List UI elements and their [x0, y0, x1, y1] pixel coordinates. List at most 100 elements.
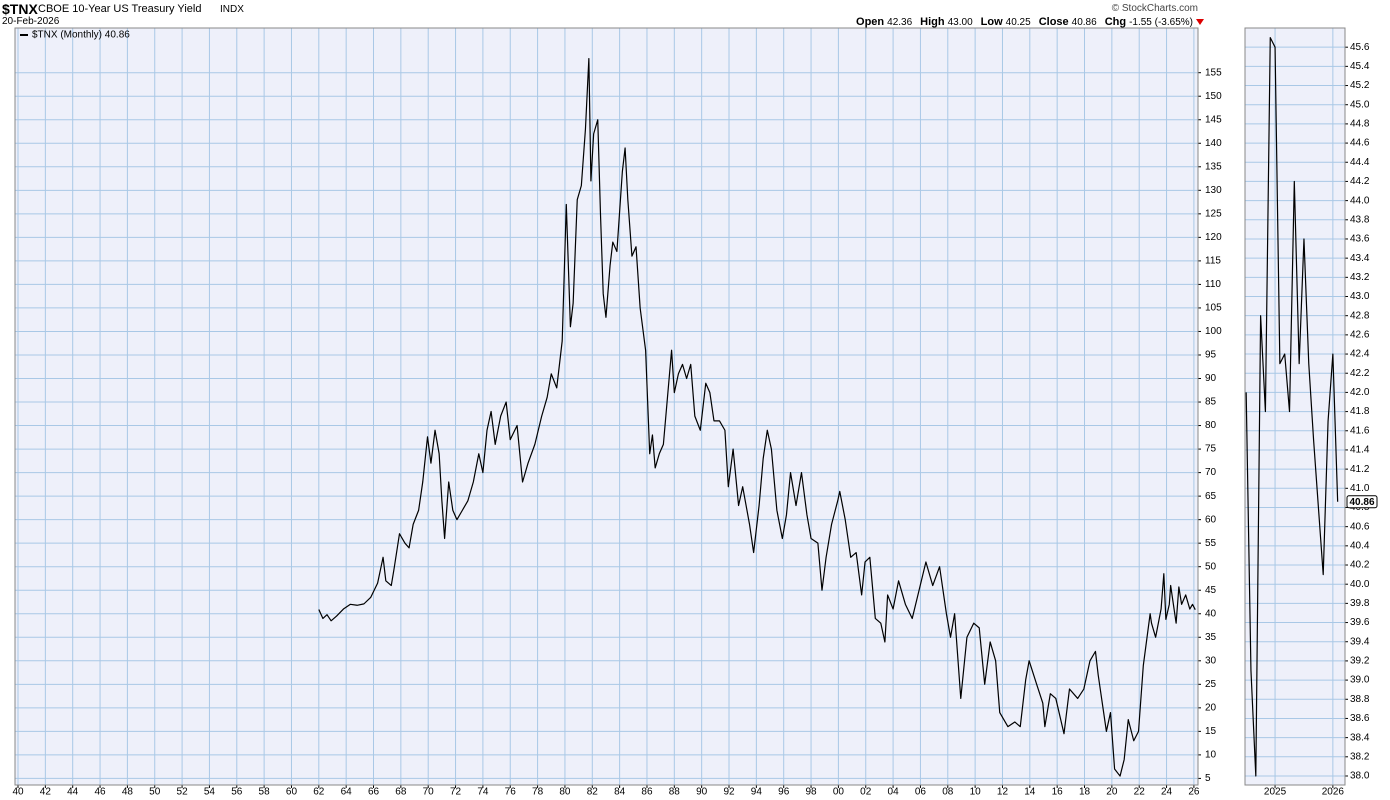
y-tick-label: 155 — [1205, 67, 1222, 78]
y-tick-label: 75 — [1205, 444, 1217, 455]
x-tick-label: 62 — [313, 787, 325, 798]
x-tick-label: 74 — [477, 787, 489, 798]
x-tick-label: 22 — [1134, 787, 1146, 798]
y-tick-label: 43.8 — [1350, 214, 1370, 225]
x-tick-label: 90 — [696, 787, 708, 798]
y-tick-label: 40.0 — [1350, 579, 1370, 590]
x-tick-label: 60 — [286, 787, 298, 798]
x-tick-label: 02 — [860, 787, 872, 798]
y-tick-label: 43.2 — [1350, 272, 1370, 283]
y-tick-label: 65 — [1205, 491, 1217, 502]
symbol: $TNX — [2, 1, 38, 17]
stat-value: 43.00 — [947, 17, 973, 28]
stat-label: Open — [856, 16, 885, 28]
x-tick-label: 12 — [997, 787, 1009, 798]
y-tick-label: 44.2 — [1350, 176, 1370, 187]
y-tick-label: 42.6 — [1350, 330, 1370, 341]
y-tick-label: 42.4 — [1350, 349, 1370, 360]
x-tick-label: 44 — [67, 787, 79, 798]
x-tick-label: 10 — [970, 787, 982, 798]
y-tick-label: 39.8 — [1350, 598, 1370, 609]
y-tick-label: 110 — [1205, 279, 1221, 290]
y-tick-label: 41.6 — [1350, 425, 1370, 436]
y-tick-label: 105 — [1205, 303, 1222, 314]
legend-label: $TNX (Monthly) 40.86 — [32, 30, 130, 41]
y-tick-label: 38.8 — [1350, 694, 1370, 705]
stat-label: Chg — [1104, 16, 1127, 28]
y-tick-label: 45.2 — [1350, 80, 1370, 91]
plot-border — [14, 27, 1199, 786]
last-value-box — [1346, 495, 1378, 509]
y-tick-label: 39.2 — [1350, 656, 1370, 667]
date: 20-Feb-2026 — [2, 16, 60, 27]
y-tick-label: 95 — [1205, 350, 1217, 361]
stat-label: Close — [1038, 16, 1069, 28]
y-tick-label: 44.6 — [1350, 138, 1370, 149]
price-line — [1245, 36, 1339, 777]
y-tick-label: 140 — [1205, 138, 1222, 149]
y-tick-label: 125 — [1205, 208, 1222, 219]
x-tick-label: 54 — [204, 787, 216, 798]
y-tick-label: 45.0 — [1350, 99, 1370, 110]
y-tick-label: 38.0 — [1350, 771, 1370, 782]
y-tick-label: 10 — [1205, 750, 1217, 761]
y-tick-label: 100 — [1205, 326, 1222, 337]
y-tick-label: 39.4 — [1350, 636, 1370, 647]
x-tick-label: 94 — [751, 787, 763, 798]
header: $TNX CBOE 10-Year US Treasury Yield INDX… — [0, 0, 1390, 28]
y-tick-label: 42.2 — [1350, 368, 1370, 379]
y-tick-label: 43.6 — [1350, 234, 1370, 245]
x-tick-label: 40 — [12, 787, 24, 798]
x-tick-label: 08 — [942, 787, 954, 798]
y-tick-label: 41.0 — [1350, 483, 1370, 494]
y-tick-label: 42.0 — [1350, 387, 1370, 398]
y-tick-label: 43.0 — [1350, 291, 1370, 302]
y-tick-label: 41.4 — [1350, 445, 1370, 456]
x-tick-label: 88 — [669, 787, 681, 798]
y-tick-label: 38.2 — [1350, 751, 1370, 762]
y-tick-label: 70 — [1205, 467, 1217, 478]
y-tick-label: 39.0 — [1350, 675, 1370, 686]
x-tick-label: 42 — [40, 787, 52, 798]
y-tick-label: 55 — [1205, 538, 1217, 549]
x-tick-label: 76 — [505, 787, 517, 798]
y-tick-label: 44.4 — [1350, 157, 1370, 168]
y-tick-label: 145 — [1205, 114, 1222, 125]
x-tick-label: 86 — [641, 787, 653, 798]
stat-value: 40.25 — [1005, 17, 1031, 28]
y-tick-label: 80 — [1205, 420, 1217, 431]
y-tick-label: 40 — [1205, 608, 1217, 619]
x-tick-label: 58 — [259, 787, 271, 798]
x-tick-label: 2026 — [1322, 787, 1345, 798]
plot-border — [1244, 27, 1346, 786]
y-tick-label: 44.8 — [1350, 119, 1370, 130]
x-tick-label: 18 — [1079, 787, 1091, 798]
y-tick-label: 90 — [1205, 373, 1217, 384]
x-tick-label: 64 — [341, 787, 353, 798]
stat-value: 40.86 — [1071, 17, 1097, 28]
stat-label: Low — [980, 16, 1003, 28]
y-tick-label: 38.4 — [1350, 732, 1370, 743]
y-tick-label: 5 — [1205, 773, 1211, 784]
y-tick-label: 45 — [1205, 585, 1217, 596]
y-tick-label: 40.6 — [1350, 521, 1370, 532]
x-tick-label: 56 — [231, 787, 243, 798]
x-tick-label: 84 — [614, 787, 626, 798]
stat-value: 42.36 — [887, 17, 913, 28]
down-arrow — [1196, 19, 1204, 26]
y-tick-label: 35 — [1205, 632, 1217, 643]
y-tick-label: 25 — [1205, 679, 1217, 690]
x-tick-label: 92 — [723, 787, 735, 798]
y-tick-label: 120 — [1205, 232, 1222, 243]
y-tick-label: 50 — [1205, 561, 1217, 572]
x-tick-label: 68 — [395, 787, 407, 798]
x-tick-label: 78 — [532, 787, 544, 798]
plot-area — [15, 28, 1198, 785]
y-tick-label: 39.6 — [1350, 617, 1370, 628]
ohlc-stats: Open 42.36 High 43.00 Low 40.25 Close 40.86 Chg -… — [856, 16, 1204, 28]
x-tick-label: 04 — [888, 787, 900, 798]
source: © StockCharts.com — [1111, 3, 1198, 14]
x-tick-label: 14 — [1024, 787, 1036, 798]
